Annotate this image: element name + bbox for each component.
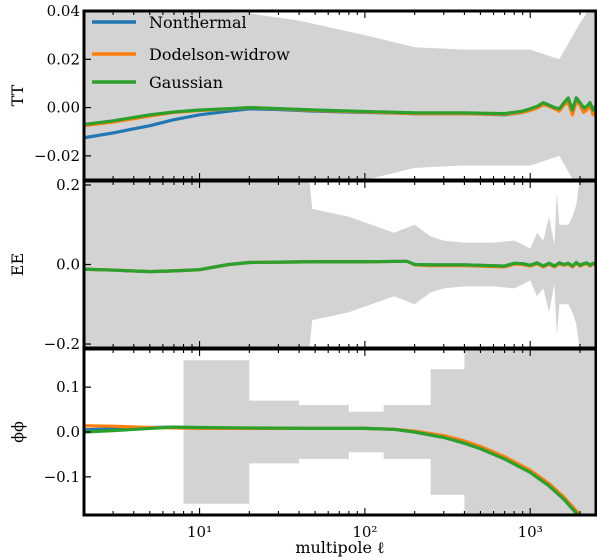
uncertainty-band-TT — [84, 11, 596, 180]
series-line-gaussian-TT — [84, 96, 596, 127]
y-tick-label-phiphi: −0.1 — [44, 468, 80, 486]
uncertainty-band-EE — [84, 181, 596, 348]
y-tick-label-EE: 0.0 — [56, 256, 80, 274]
legend-label-gaussian: Gaussian — [149, 73, 223, 92]
panels: −0.02 0.00 0.02 0.04 TT −0.2 0.0 0.2 EE −0.1 0.0 0.… — [8, 2, 597, 541]
panel-TT-plot-area — [84, 11, 596, 180]
panel-EE-plot-area — [84, 181, 596, 348]
uncertainty-band-phiphi — [183, 349, 596, 515]
series-line-gaussian-EE — [84, 259, 596, 274]
y-tick-label-TT: −0.02 — [34, 147, 80, 165]
y-tick-label-EE: 0.2 — [56, 176, 80, 194]
y-tick-label-EE: −0.2 — [44, 335, 80, 353]
legend-label-nonthermal: Nonthermal — [149, 13, 247, 32]
y-tick-label-phiphi: 0.1 — [56, 378, 80, 396]
panel-phiphi-plot-area — [84, 349, 596, 515]
y-tick-label-TT: 0.04 — [47, 2, 80, 20]
legend: Nonthermal Dodelson-widrow Gaussian — [92, 13, 290, 92]
x-tick-label: 10³ — [518, 523, 543, 541]
y-axis-label-TT: TT — [8, 84, 27, 106]
y-axis-label-EE: EE — [8, 253, 27, 276]
x-tick-label: 10¹ — [187, 523, 212, 541]
legend-label-dodelson-widrow: Dodelson-widrow — [149, 45, 290, 64]
y-axis-label-phiphi: ϕϕ — [8, 421, 27, 443]
series-line-gaussian-phiphi — [84, 425, 581, 515]
y-tick-label-TT: 0.02 — [47, 50, 80, 68]
x-tick-label: 10² — [352, 523, 377, 541]
y-tick-label-TT: 0.00 — [47, 99, 80, 117]
y-tick-label-phiphi: 0.0 — [56, 423, 80, 441]
x-axis-label: multipole ℓ — [295, 538, 385, 557]
